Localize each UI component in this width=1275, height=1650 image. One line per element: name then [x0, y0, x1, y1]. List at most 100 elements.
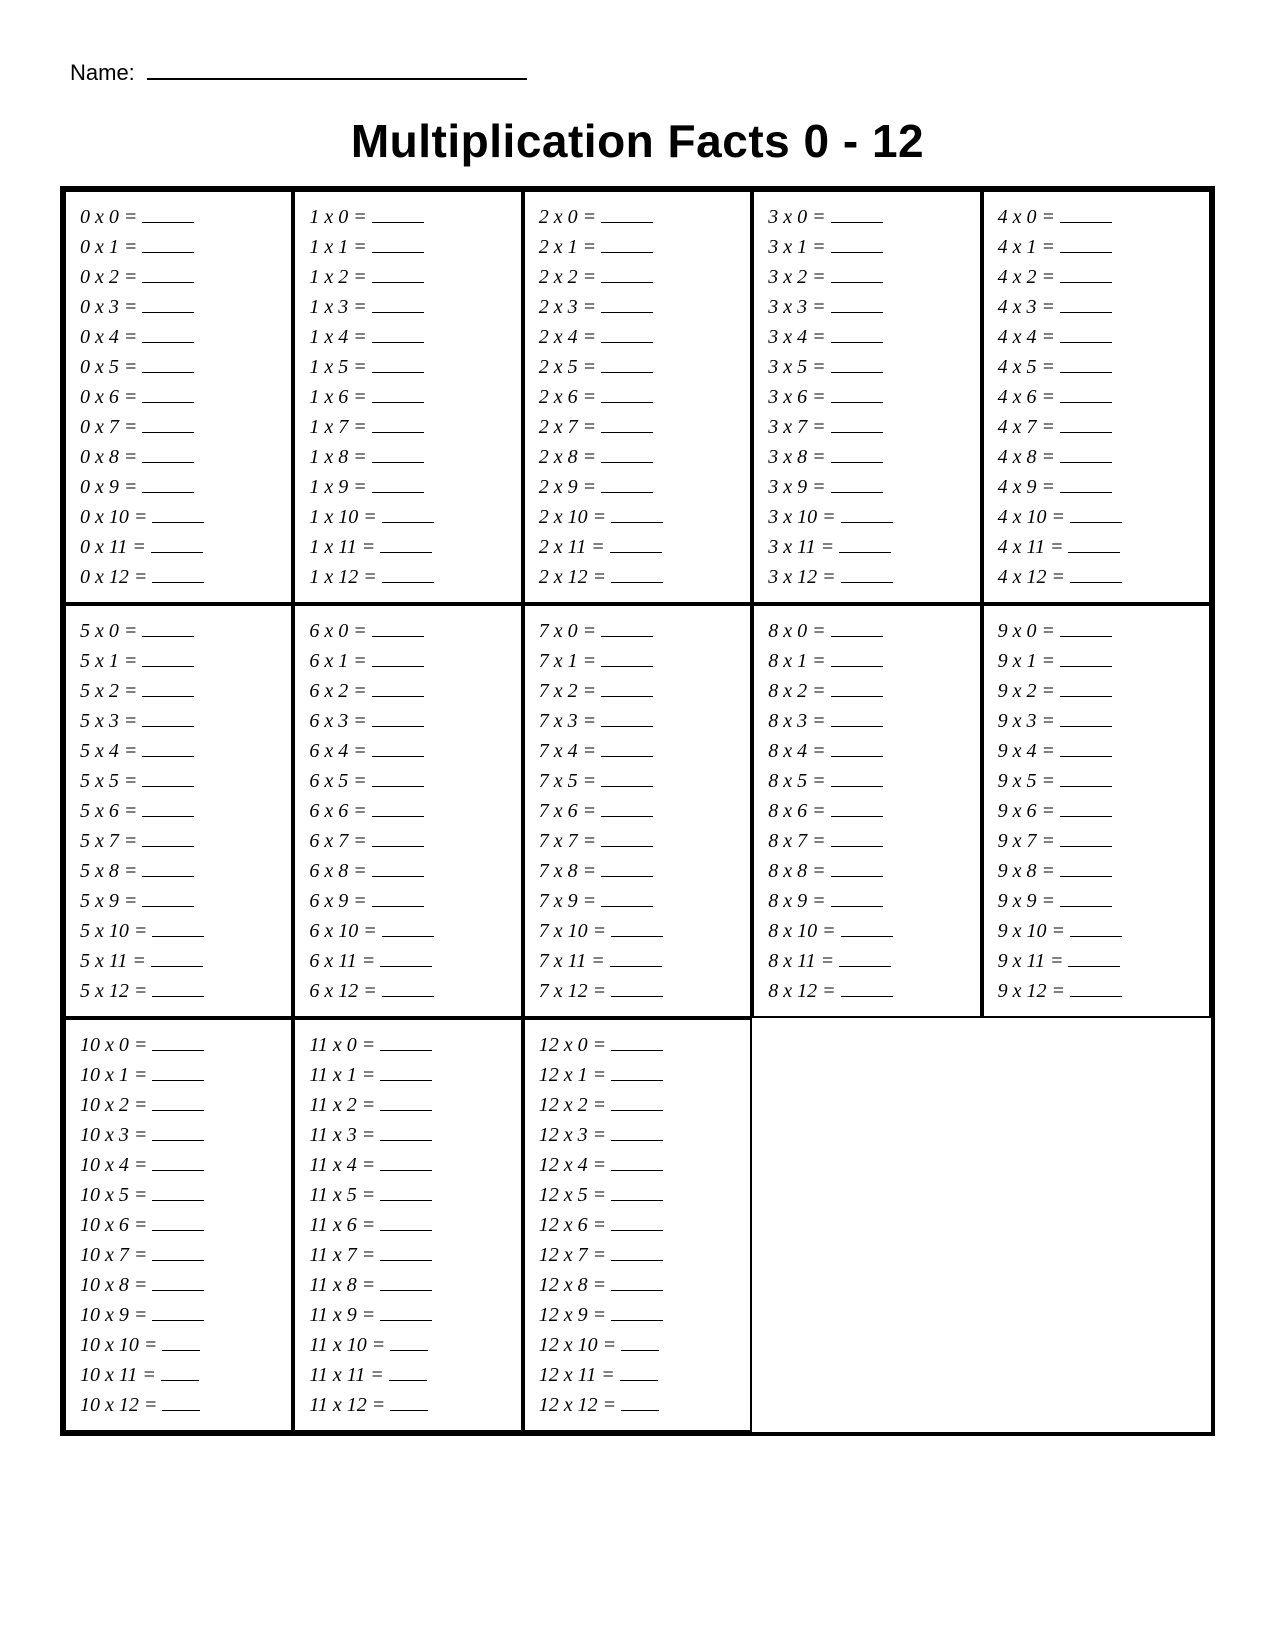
fact-expression: 9 x 0 = — [998, 620, 1060, 642]
fact-expression: 7 x 5 = — [539, 770, 601, 792]
fact-expression: 12 x 0 = — [539, 1034, 611, 1056]
fact-line: 2 x 9 = — [539, 472, 742, 502]
fact-line: 6 x 7 = — [309, 826, 512, 856]
fact-line: 3 x 6 = — [768, 382, 971, 412]
answer-blank — [601, 476, 653, 493]
answer-blank — [1068, 536, 1120, 553]
fact-expression: 12 x 1 = — [539, 1064, 611, 1086]
fact-line: 1 x 8 = — [309, 442, 512, 472]
fact-expression: 11 x 9 = — [309, 1304, 380, 1326]
answer-blank — [372, 416, 424, 433]
fact-line: 9 x 7 = — [998, 826, 1201, 856]
answer-blank — [1070, 506, 1122, 523]
facts-cell-5: 5 x 0 = 5 x 1 = 5 x 2 = 5 x 3 = 5 x 4 = … — [64, 604, 293, 1018]
fact-expression: 4 x 10 = — [998, 506, 1070, 528]
multiplication-grid: 0 x 0 = 0 x 1 = 0 x 2 = 0 x 3 = 0 x 4 = … — [60, 186, 1215, 1436]
answer-blank — [152, 1094, 204, 1111]
answer-blank — [831, 620, 883, 637]
fact-line: 7 x 6 = — [539, 796, 742, 826]
fact-expression: 9 x 8 = — [998, 860, 1060, 882]
fact-line: 9 x 9 = — [998, 886, 1201, 916]
fact-line: 1 x 5 = — [309, 352, 512, 382]
fact-line: 4 x 2 = — [998, 262, 1201, 292]
answer-blank — [380, 1214, 432, 1231]
answer-blank — [142, 890, 194, 907]
fact-line: 4 x 7 = — [998, 412, 1201, 442]
fact-expression: 4 x 2 = — [998, 266, 1060, 288]
answer-blank — [380, 1034, 432, 1051]
fact-line: 2 x 2 = — [539, 262, 742, 292]
answer-blank — [1060, 710, 1112, 727]
facts-cell-2: 2 x 0 = 2 x 1 = 2 x 2 = 2 x 3 = 2 x 4 = … — [523, 190, 752, 604]
answer-blank — [601, 860, 653, 877]
name-field-row: Name: — [70, 60, 1215, 86]
fact-line: 12 x 2 = — [539, 1090, 742, 1120]
fact-expression: 1 x 7 = — [309, 416, 371, 438]
answer-blank — [142, 680, 194, 697]
fact-expression: 12 x 6 = — [539, 1214, 611, 1236]
fact-line: 1 x 6 = — [309, 382, 512, 412]
fact-line: 2 x 11 = — [539, 532, 742, 562]
fact-expression: 5 x 9 = — [80, 890, 142, 912]
fact-line: 7 x 1 = — [539, 646, 742, 676]
fact-line: 5 x 1 = — [80, 646, 283, 676]
fact-expression: 1 x 9 = — [309, 476, 371, 498]
answer-blank — [610, 950, 662, 967]
fact-expression: 1 x 11 = — [309, 536, 380, 558]
fact-line: 10 x 10 = — [80, 1330, 283, 1360]
fact-expression: 9 x 2 = — [998, 680, 1060, 702]
fact-line: 8 x 12 = — [768, 976, 971, 1006]
fact-expression: 12 x 12 = — [539, 1394, 621, 1416]
fact-expression: 5 x 7 = — [80, 830, 142, 852]
answer-blank — [831, 236, 883, 253]
answer-blank — [142, 206, 194, 223]
fact-line: 6 x 4 = — [309, 736, 512, 766]
answer-blank — [601, 446, 653, 463]
fact-line: 11 x 8 = — [309, 1270, 512, 1300]
fact-expression: 6 x 11 = — [309, 950, 380, 972]
answer-blank — [372, 386, 424, 403]
answer-blank — [142, 770, 194, 787]
fact-expression: 6 x 10 = — [309, 920, 381, 942]
answer-blank — [601, 386, 653, 403]
fact-expression: 5 x 12 = — [80, 980, 152, 1002]
fact-line: 10 x 5 = — [80, 1180, 283, 1210]
fact-line: 8 x 7 = — [768, 826, 971, 856]
answer-blank — [831, 890, 883, 907]
answer-blank — [1070, 566, 1122, 583]
fact-expression: 10 x 3 = — [80, 1124, 152, 1146]
answer-blank — [831, 800, 883, 817]
fact-line: 3 x 2 = — [768, 262, 971, 292]
fact-expression: 12 x 7 = — [539, 1244, 611, 1266]
fact-expression: 8 x 1 = — [768, 650, 830, 672]
fact-expression: 11 x 12 = — [309, 1394, 390, 1416]
answer-blank — [380, 950, 432, 967]
fact-expression: 8 x 6 = — [768, 800, 830, 822]
fact-expression: 4 x 5 = — [998, 356, 1060, 378]
answer-blank — [152, 1064, 204, 1081]
answer-blank — [372, 740, 424, 757]
fact-expression: 3 x 9 = — [768, 476, 830, 498]
fact-line: 9 x 3 = — [998, 706, 1201, 736]
fact-expression: 7 x 4 = — [539, 740, 601, 762]
answer-blank — [372, 710, 424, 727]
fact-expression: 1 x 4 = — [309, 326, 371, 348]
fact-line: 12 x 6 = — [539, 1210, 742, 1240]
fact-expression: 1 x 1 = — [309, 236, 371, 258]
answer-blank — [620, 1364, 658, 1381]
answer-blank — [142, 740, 194, 757]
fact-expression: 6 x 2 = — [309, 680, 371, 702]
answer-blank — [372, 236, 424, 253]
fact-expression: 11 x 2 = — [309, 1094, 380, 1116]
fact-line: 7 x 7 = — [539, 826, 742, 856]
fact-line: 6 x 5 = — [309, 766, 512, 796]
fact-expression: 8 x 3 = — [768, 710, 830, 732]
fact-line: 8 x 3 = — [768, 706, 971, 736]
fact-expression: 7 x 11 = — [539, 950, 610, 972]
fact-expression: 0 x 11 = — [80, 536, 151, 558]
fact-expression: 2 x 9 = — [539, 476, 601, 498]
fact-expression: 1 x 6 = — [309, 386, 371, 408]
fact-expression: 11 x 11 = — [309, 1364, 388, 1386]
fact-expression: 12 x 3 = — [539, 1124, 611, 1146]
fact-line: 1 x 3 = — [309, 292, 512, 322]
